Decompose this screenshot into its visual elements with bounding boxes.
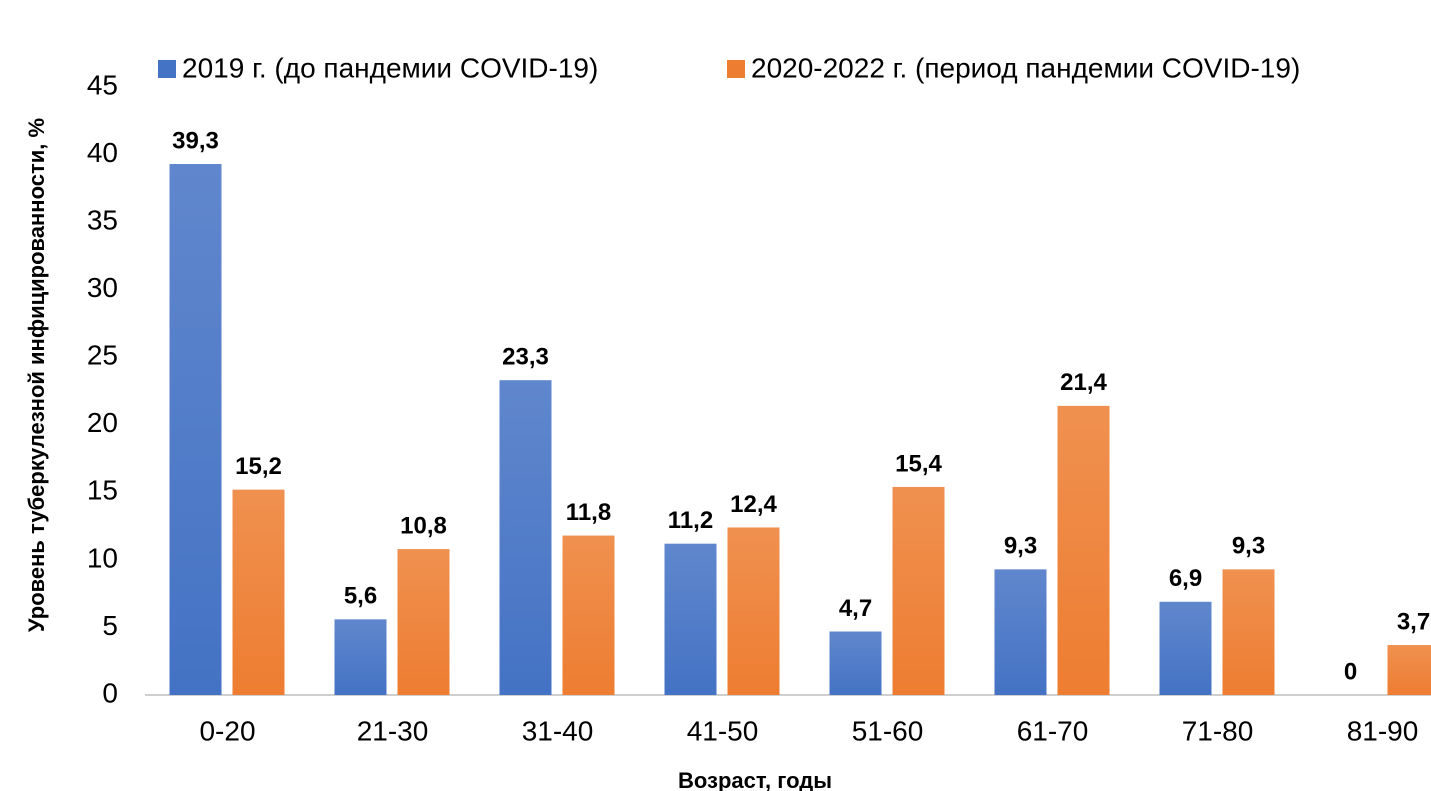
value-label: 12,4	[730, 491, 777, 518]
x-tick-label: 0-20	[199, 715, 255, 746]
y-tick-label: 40	[87, 137, 118, 168]
y-tick-label: 20	[87, 407, 118, 438]
x-tick-label: 61-70	[1017, 715, 1089, 746]
bar	[1387, 645, 1431, 695]
bar	[727, 527, 780, 695]
x-axis-title: Возраст, годы	[678, 768, 832, 791]
bar	[397, 549, 450, 695]
bar	[1057, 405, 1110, 695]
value-label: 0	[1344, 658, 1357, 685]
value-label: 5,6	[344, 583, 377, 610]
y-tick-label: 45	[87, 69, 118, 100]
value-label: 21,4	[1060, 369, 1107, 396]
y-tick-label: 30	[87, 272, 118, 303]
value-label: 9,3	[1232, 533, 1265, 560]
y-tick-label: 25	[87, 340, 118, 371]
bar	[664, 543, 717, 695]
bar	[232, 489, 285, 695]
legend-label: 2020-2022 г. (период пандемии COVID-19)	[751, 52, 1300, 83]
bar	[1159, 601, 1212, 695]
x-tick-label: 41-50	[687, 715, 759, 746]
bar	[169, 164, 222, 696]
value-label: 6,9	[1169, 565, 1202, 592]
x-tick-label: 71-80	[1182, 715, 1254, 746]
value-label: 4,7	[839, 595, 872, 622]
legend-swatch	[158, 60, 176, 78]
bar	[562, 535, 615, 695]
value-label: 10,8	[400, 512, 447, 539]
y-tick-label: 10	[87, 542, 118, 573]
x-tick-label: 81-90	[1347, 715, 1419, 746]
x-tick-label: 51-60	[852, 715, 924, 746]
y-tick-label: 5	[102, 610, 118, 641]
value-label: 3,7	[1397, 608, 1430, 635]
bar	[334, 619, 387, 695]
value-label: 11,8	[566, 499, 611, 526]
bar	[892, 486, 945, 695]
y-tick-label: 0	[102, 677, 118, 708]
value-label: 15,4	[895, 450, 942, 477]
bar	[499, 380, 552, 695]
bar	[1222, 569, 1275, 695]
x-tick-label: 21-30	[357, 715, 429, 746]
value-label: 9,3	[1004, 533, 1037, 560]
x-tick-label: 31-40	[522, 715, 594, 746]
value-label: 15,2	[235, 453, 282, 480]
bar	[994, 569, 1047, 695]
value-label: 11,2	[668, 507, 713, 534]
value-label: 39,3	[172, 127, 219, 154]
y-tick-label: 15	[87, 475, 118, 506]
y-axis-title: Уровень туберкулезной инфицированности, …	[24, 118, 49, 632]
legend-swatch	[727, 60, 745, 78]
bar	[829, 631, 882, 695]
y-tick-label: 35	[87, 205, 118, 236]
legend-label: 2019 г. (до пандемии COVID-19)	[182, 52, 598, 83]
value-label: 23,3	[502, 344, 549, 371]
